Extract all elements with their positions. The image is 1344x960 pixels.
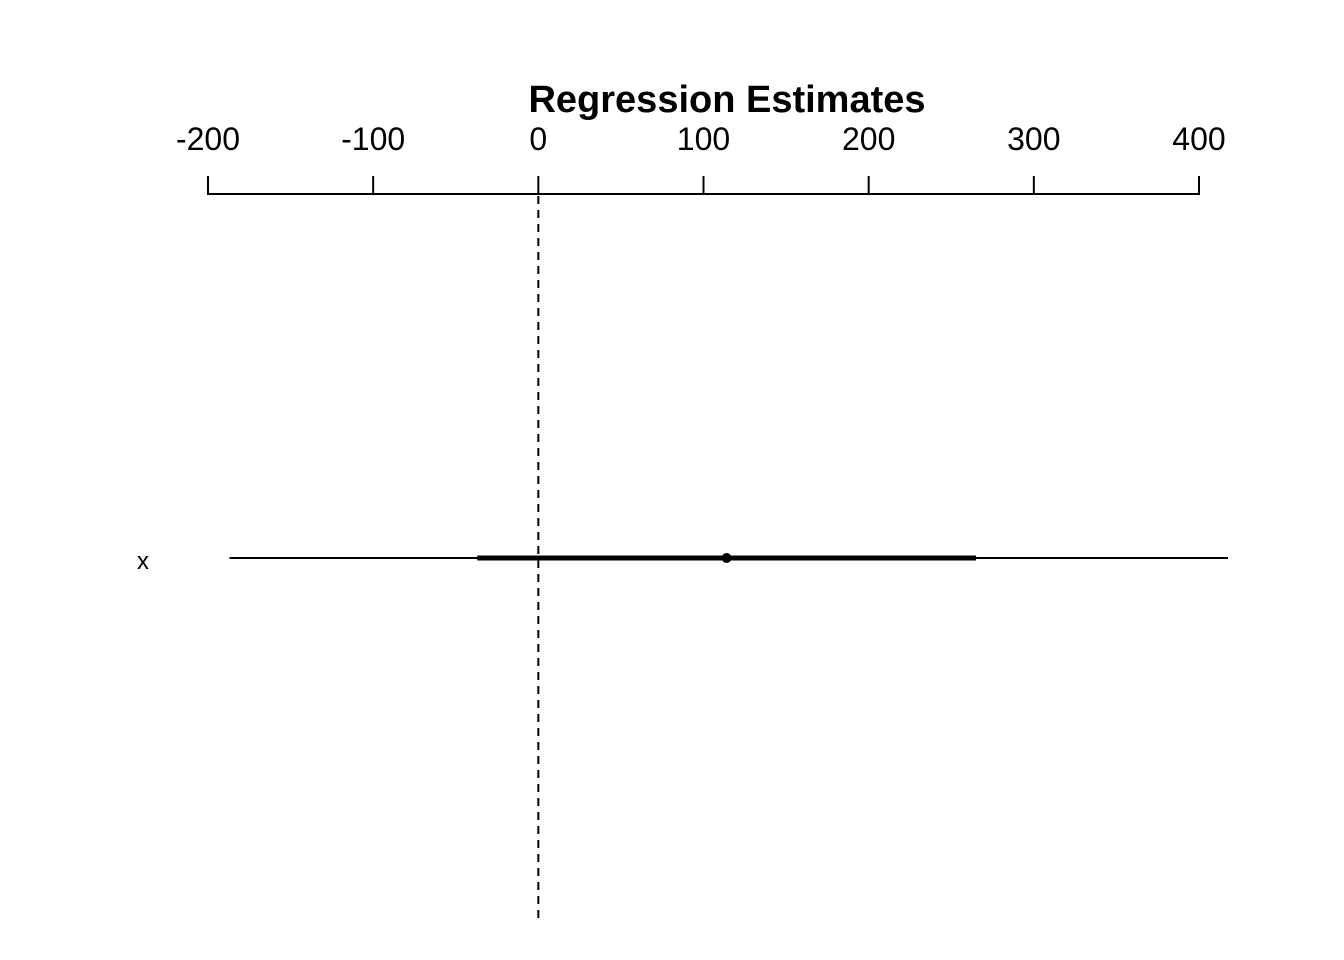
tick-label: 100 bbox=[677, 121, 730, 157]
estimate-point bbox=[721, 553, 732, 563]
top-x-axis: -200 -100 0 100 200 300 400 bbox=[176, 121, 1226, 195]
tick-label: -100 bbox=[341, 121, 405, 157]
row-label: x bbox=[137, 548, 149, 575]
tick-label: 400 bbox=[1172, 121, 1225, 157]
tick-label: 200 bbox=[842, 121, 895, 157]
chart-title: Regression Estimates bbox=[528, 79, 925, 121]
tick-label: -200 bbox=[176, 121, 240, 157]
coefficient-rows: x bbox=[137, 548, 1228, 575]
tick-label: 300 bbox=[1007, 121, 1060, 157]
tick-label: 0 bbox=[529, 121, 547, 157]
